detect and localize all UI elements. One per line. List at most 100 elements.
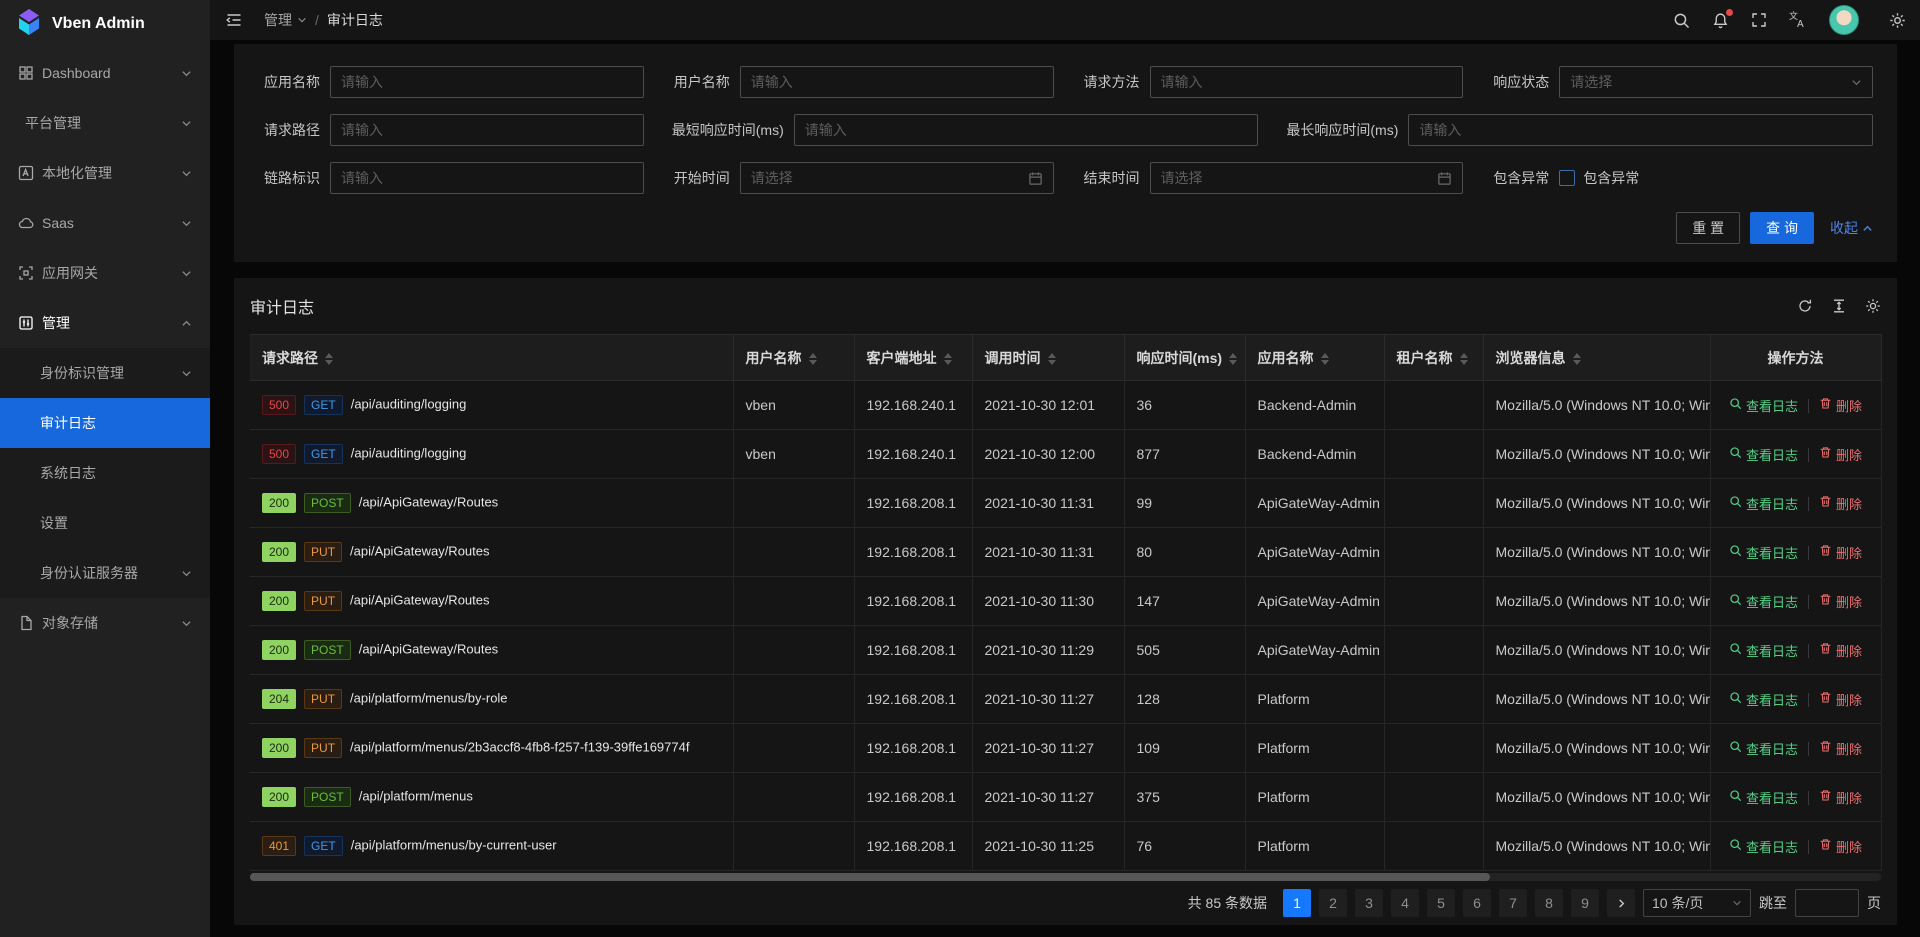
sidebar-item-平台管理[interactable]: 平台管理 — [0, 98, 210, 148]
page-button-2[interactable]: 2 — [1319, 889, 1347, 917]
filter-actions: 重 置 查 询 收起 — [234, 202, 1873, 254]
column-header-操作方法[interactable]: 操作方法 — [1710, 334, 1882, 381]
delete-button[interactable]: 删除 — [1819, 788, 1862, 807]
scrollbar-thumb[interactable] — [250, 873, 1490, 881]
status-badge: 200 — [262, 542, 297, 562]
time-cell: 2021-10-30 11:31 — [972, 527, 1125, 577]
sidebar-item-系统日志[interactable]: 系统日志 — [0, 448, 210, 498]
column-header-请求路径[interactable]: 请求路径 — [250, 334, 734, 381]
view-log-button[interactable]: 查看日志 — [1729, 641, 1798, 660]
page-button-4[interactable]: 4 — [1391, 889, 1419, 917]
sidebar-item-对象存储[interactable]: 对象存储 — [0, 598, 210, 648]
column-header-应用名称[interactable]: 应用名称 — [1245, 334, 1385, 381]
page-button-8[interactable]: 8 — [1535, 889, 1563, 917]
storage-icon — [18, 615, 34, 631]
delete-button[interactable]: 删除 — [1819, 543, 1862, 562]
sidebar-item-Saas[interactable]: Saas — [0, 198, 210, 248]
sidebar-item-身份标识管理[interactable]: 身份标识管理 — [0, 348, 210, 398]
view-log-button[interactable]: 查看日志 — [1729, 690, 1798, 709]
view-log-button[interactable]: 查看日志 — [1729, 592, 1798, 611]
request-path-cell: 500 GET/api/auditing/logging — [250, 380, 734, 430]
开始时间-datepicker[interactable]: 请选择 — [739, 162, 1054, 194]
search-button[interactable]: 查 询 — [1750, 212, 1814, 244]
elapsed-cell: 128 — [1124, 674, 1246, 724]
sidebar-item-设置[interactable]: 设置 — [0, 498, 210, 548]
delete-button[interactable]: 删除 — [1819, 739, 1862, 758]
page-size-select[interactable]: 10 条/页 — [1643, 889, 1751, 917]
sidebar-item-管理[interactable]: 管理 — [0, 298, 210, 348]
用户名称-input[interactable] — [750, 74, 1043, 90]
page-button-3[interactable]: 3 — [1355, 889, 1383, 917]
delete-button[interactable]: 删除 — [1819, 396, 1862, 415]
table-header-row: 请求路径 用户名称 客户端地址 调用时间 响应时间(ms) 应用名称 租户名称 浏览器信息 操作… — [250, 334, 1882, 381]
elapsed-cell: 375 — [1124, 772, 1246, 822]
view-log-button[interactable]: 查看日志 — [1729, 445, 1798, 464]
column-header-租户名称[interactable]: 租户名称 — [1384, 334, 1484, 381]
browser-cell: Mozilla/5.0 (Windows NT 10.0; Win — [1483, 527, 1711, 577]
sidebar-item-审计日志[interactable]: 审计日志 — [0, 398, 210, 448]
delete-button[interactable]: 删除 — [1819, 592, 1862, 611]
page-button-1[interactable]: 1 — [1283, 889, 1311, 917]
delete-button[interactable]: 删除 — [1819, 690, 1862, 709]
breadcrumb-level1[interactable]: 管理 — [264, 10, 307, 30]
view-log-button[interactable]: 查看日志 — [1729, 837, 1798, 856]
响应状态-select[interactable]: 请选择 — [1559, 66, 1873, 98]
reset-button[interactable]: 重 置 — [1676, 212, 1741, 244]
notification-bell-icon[interactable] — [1712, 8, 1733, 29]
应用名称-input[interactable] — [341, 74, 633, 90]
sidebar-item-本地化管理[interactable]: 本地化管理 — [0, 148, 210, 198]
jump-page-input[interactable] — [1795, 889, 1859, 917]
elapsed-cell: 109 — [1124, 723, 1246, 773]
请求路径-input[interactable] — [341, 122, 633, 138]
view-log-button[interactable]: 查看日志 — [1729, 788, 1798, 807]
delete-button[interactable]: 删除 — [1819, 494, 1862, 513]
trash-icon — [1819, 397, 1832, 413]
column-header-响应时间(ms)[interactable]: 响应时间(ms) — [1124, 334, 1246, 381]
view-log-button[interactable]: 查看日志 — [1729, 494, 1798, 513]
page-button-5[interactable]: 5 — [1427, 889, 1455, 917]
结束时间-datepicker[interactable]: 请选择 — [1149, 162, 1464, 194]
gateway-icon — [18, 265, 34, 281]
delete-button[interactable]: 删除 — [1819, 837, 1862, 856]
view-log-button[interactable]: 查看日志 — [1729, 543, 1798, 562]
field-label: 开始时间 — [673, 170, 730, 186]
user-cell — [733, 674, 855, 724]
page-button-6[interactable]: 6 — [1463, 889, 1491, 917]
table-row: 200 PUT/api/ApiGateway/Routes 192.168.208.… — [250, 576, 1882, 626]
column-header-浏览器信息[interactable]: 浏览器信息 — [1483, 334, 1711, 381]
链路标识-input[interactable] — [341, 170, 633, 186]
row-height-icon[interactable] — [1831, 298, 1847, 314]
menu-fold-icon[interactable] — [226, 12, 242, 28]
包含异常-checkbox[interactable] — [1559, 170, 1576, 186]
fullscreen-icon[interactable] — [1751, 12, 1767, 28]
field-label: 包含异常 — [1493, 170, 1550, 186]
collapse-link[interactable]: 收起 — [1830, 218, 1873, 238]
column-header-调用时间[interactable]: 调用时间 — [972, 334, 1125, 381]
gear-icon[interactable] — [1889, 12, 1906, 29]
column-header-用户名称[interactable]: 用户名称 — [733, 334, 855, 381]
column-header-客户端地址[interactable]: 客户端地址 — [854, 334, 973, 381]
page-button-9[interactable]: 9 — [1571, 889, 1599, 917]
user-avatar[interactable] — [1829, 5, 1859, 35]
最长响应时间(ms)-input[interactable] — [1419, 122, 1862, 138]
view-log-button[interactable]: 查看日志 — [1729, 739, 1798, 758]
sidebar-item-身份认证服务器[interactable]: 身份认证服务器 — [0, 548, 210, 598]
最短响应时间(ms)-input[interactable] — [804, 122, 1248, 138]
app-logo[interactable]: Vben Admin — [0, 0, 210, 48]
请求方法-input[interactable] — [1160, 74, 1453, 90]
search-icon[interactable] — [1673, 12, 1690, 29]
sidebar-item-label: 平台管理 — [25, 115, 81, 131]
refresh-icon[interactable] — [1797, 298, 1813, 314]
settings-icon[interactable] — [1865, 298, 1881, 314]
view-log-button[interactable]: 查看日志 — [1729, 396, 1798, 415]
sidebar-item-Dashboard[interactable]: Dashboard — [0, 48, 210, 98]
delete-button[interactable]: 删除 — [1819, 445, 1862, 464]
time-cell: 2021-10-30 11:27 — [972, 772, 1125, 822]
next-page-button[interactable] — [1607, 889, 1635, 917]
sidebar-item-应用网关[interactable]: 应用网关 — [0, 248, 210, 298]
page-button-7[interactable]: 7 — [1499, 889, 1527, 917]
delete-button[interactable]: 删除 — [1819, 641, 1862, 660]
table-row: 204 PUT/api/platform/menus/by-role 192.168… — [250, 674, 1882, 724]
trash-icon — [1819, 838, 1832, 854]
